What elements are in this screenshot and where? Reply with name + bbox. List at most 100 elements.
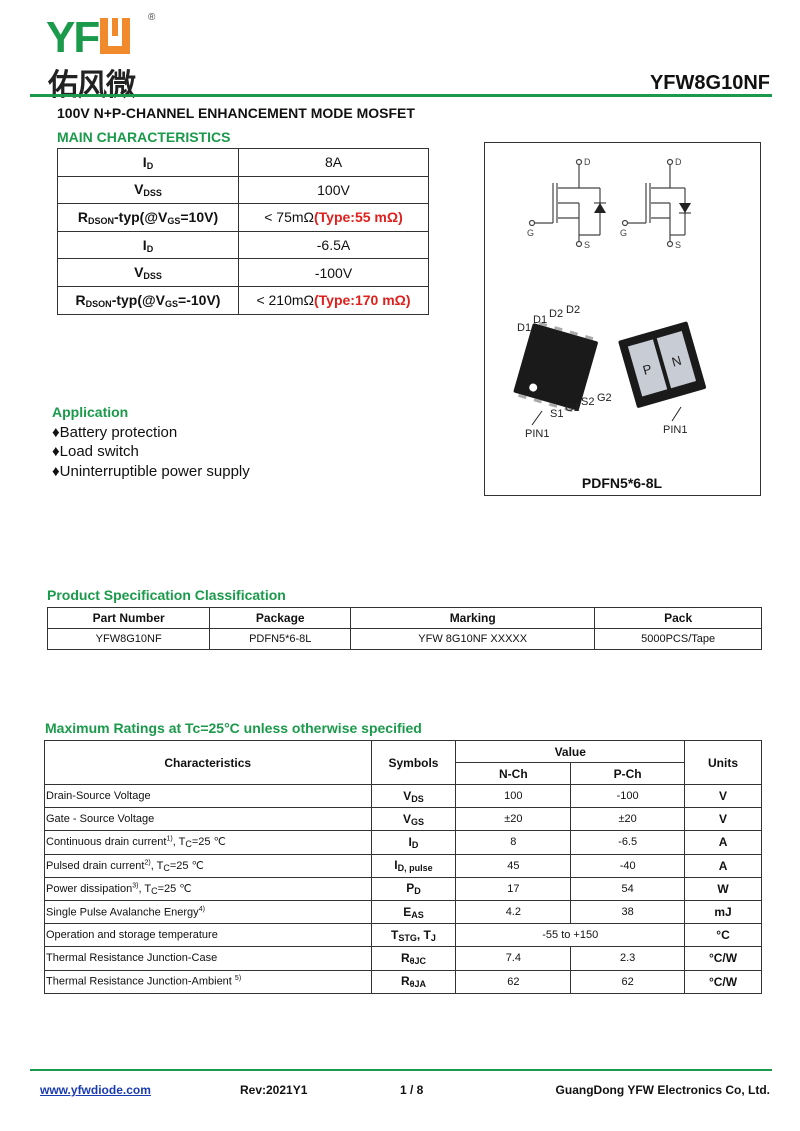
- value-n: 45: [455, 853, 572, 878]
- condition-subscript: C: [185, 839, 192, 850]
- value-n: 7.4: [455, 946, 572, 971]
- table-row: Operation and storage temperature TSTG, T…: [44, 923, 762, 948]
- value: -6.5A: [316, 237, 351, 254]
- symbol-cell: RθJC: [370, 946, 457, 971]
- col-characteristics: Characteristics: [44, 740, 372, 785]
- unit-cell: V: [684, 783, 762, 809]
- symbol-subscript: θJA: [409, 979, 426, 990]
- svg-text:G1: G1: [565, 402, 580, 414]
- website-link[interactable]: www.yfwdiode.com: [40, 1083, 151, 1097]
- svg-text:D1: D1: [517, 322, 531, 334]
- characteristic-cell: Operation and storage temperature: [44, 923, 372, 948]
- col-header: Marking: [350, 607, 596, 629]
- param-text: -typ(@V: [114, 208, 168, 225]
- symbol-cell: PD: [370, 876, 457, 901]
- param-cell: RDSON-typ(@VGS=10V): [57, 203, 239, 232]
- symbol-cell: VGS: [370, 807, 457, 832]
- value-cell: < 75mΩ(Type:55 mΩ): [238, 203, 429, 232]
- product-spec-table: Part Number Package Marking Pack YFW8G10NF P…: [46, 607, 762, 650]
- symbol: , T: [416, 927, 431, 942]
- characteristic-cell: Gate - Source Voltage: [44, 807, 372, 832]
- symbol: V: [403, 788, 412, 803]
- char-name: Drain-Source Voltage: [46, 790, 151, 803]
- symbol-cell: ID, pulse: [370, 853, 457, 878]
- col-n-ch: N-Ch: [455, 762, 572, 785]
- param-subscript: D: [146, 243, 154, 254]
- page-number: 1 / 8: [400, 1083, 424, 1097]
- value-n: 8: [455, 830, 572, 855]
- param-symbol: R: [77, 208, 88, 225]
- table-row: Continuous drain current1), TC=25 ℃ ID 8 -6…: [44, 830, 762, 855]
- symbol-cell: RθJA: [370, 969, 457, 994]
- table-row: VDSS 100V: [57, 175, 429, 205]
- param-text: -typ(@V: [111, 291, 166, 308]
- param-cell: VDSS: [57, 175, 239, 205]
- condition: =25 ℃: [157, 882, 192, 895]
- table-row: RDSON-typ(@VGS=-10V) < 210mΩ(Type:170 mΩ): [57, 285, 429, 315]
- col-p-ch: P-Ch: [570, 762, 686, 785]
- param-text: =-10V): [178, 291, 221, 308]
- table-row: Pulsed drain current2), TC=25 ℃ ID, pulse…: [44, 853, 762, 878]
- bullet-icon: ♦: [52, 462, 60, 480]
- max-ratings-heading: Maximum Ratings at Tc=25°C unless otherw…: [45, 720, 422, 736]
- condition: =25 ℃: [191, 836, 226, 849]
- svg-text:G2: G2: [597, 392, 612, 404]
- application-text: Load switch: [59, 443, 139, 460]
- condition: =25 ℃: [169, 859, 204, 872]
- param-cell: RDSON-typ(@VGS=-10V): [57, 285, 239, 315]
- logo-chinese: 佑风微: [48, 68, 136, 103]
- char-name: Power dissipation: [46, 882, 133, 895]
- param-subscript: DSON: [88, 215, 115, 226]
- char-name: Thermal Resistance Junction-Case: [46, 952, 218, 965]
- col-symbols: Symbols: [370, 740, 457, 785]
- unit-cell: °C: [684, 923, 762, 948]
- value-cell: 100V: [238, 175, 429, 205]
- unit-cell: °C/W: [684, 969, 762, 994]
- value: 8A: [324, 154, 343, 171]
- value-both: -55 to +150: [455, 923, 686, 948]
- param-symbol: V: [134, 181, 144, 198]
- svg-text:D2: D2: [566, 304, 580, 316]
- value-p: -40: [570, 853, 686, 878]
- product-spec-heading: Product Specification Classification: [47, 587, 286, 603]
- value: 100V: [317, 181, 350, 198]
- value-cell: -6.5A: [238, 230, 429, 260]
- unit-cell: W: [684, 876, 762, 901]
- char-name: Thermal Resistance Junction-Ambient: [46, 975, 235, 988]
- cell: PDFN5*6-8L: [209, 628, 352, 650]
- application-item: ♦Load switch: [52, 442, 250, 462]
- symbol-subscript: D: [411, 839, 419, 850]
- application-item: ♦Uninterruptible power supply: [52, 462, 250, 482]
- value: < 210mΩ: [256, 292, 314, 309]
- table-row: Drain-Source Voltage VDS 100 -100 V: [44, 783, 762, 809]
- svg-text:G: G: [620, 228, 627, 238]
- svg-text:D2: D2: [549, 308, 563, 320]
- value-p: 2.3: [570, 946, 686, 971]
- table-row: RDSON-typ(@VGS=10V) < 75mΩ(Type:55 mΩ): [57, 203, 429, 232]
- unit-cell: °C/W: [684, 946, 762, 971]
- svg-text:PIN1: PIN1: [663, 424, 687, 436]
- symbol: I: [408, 834, 412, 849]
- value-cell: < 210mΩ(Type:170 mΩ): [238, 285, 429, 315]
- typical-value: (Type:170 mΩ): [314, 292, 411, 309]
- table-row: Thermal Resistance Junction-Ambient 5) Rθ…: [44, 969, 762, 994]
- table-row: Thermal Resistance Junction-Case RθJC 7.4 2…: [44, 946, 762, 971]
- param-subscript: DSS: [143, 271, 162, 282]
- unit-cell: mJ: [684, 899, 762, 925]
- svg-text:S: S: [675, 240, 681, 250]
- value-p: -6.5: [570, 830, 686, 855]
- col-units: Units: [684, 740, 762, 785]
- symbol-subscript: GS: [410, 816, 424, 827]
- symbol-subscript: AS: [411, 909, 424, 920]
- unit-cell: A: [684, 830, 762, 855]
- svg-text:S1: S1: [550, 408, 563, 420]
- svg-text:S2: S2: [581, 396, 594, 408]
- value-n: 17: [455, 876, 572, 901]
- cell: 5000PCS/Tape: [594, 628, 762, 650]
- cell: YFW8G10NF: [46, 628, 211, 650]
- header-divider: [30, 94, 772, 97]
- cell: YFW 8G10NF XXXXX: [350, 628, 596, 650]
- application-text: Battery protection: [59, 423, 178, 441]
- param-subscript: GS: [167, 215, 181, 226]
- param-subscript: D: [146, 160, 154, 171]
